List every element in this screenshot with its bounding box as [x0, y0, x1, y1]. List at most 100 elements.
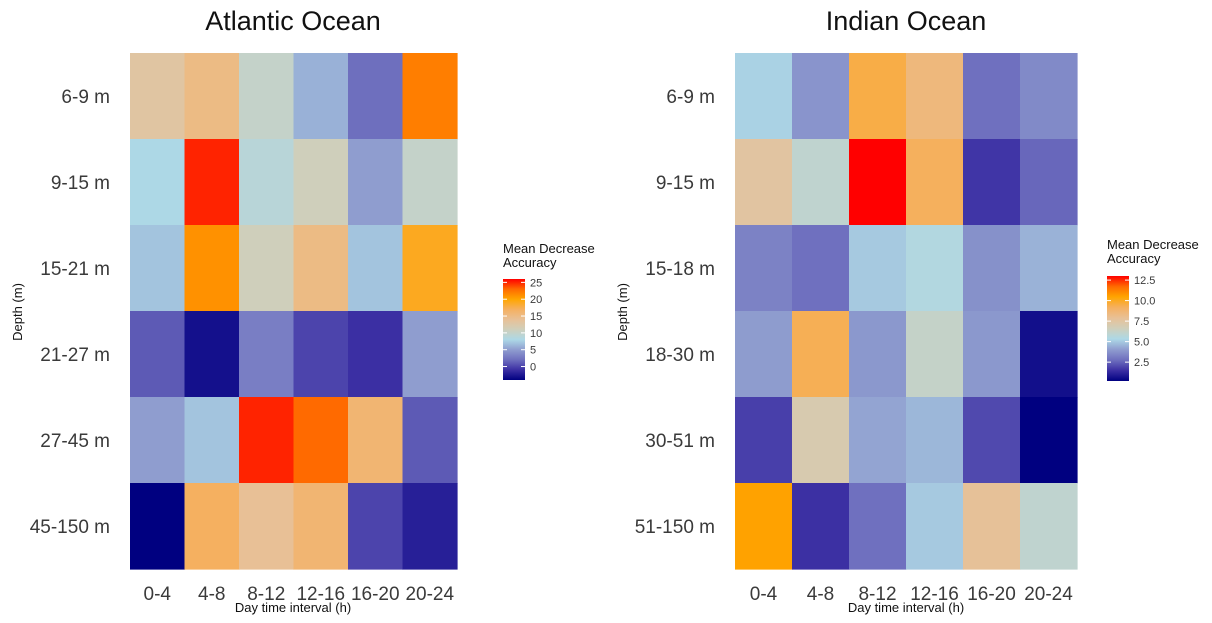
atlantic-y-tick-labels: 6-9 m 9-15 m 15-21 m 21-27 m 27-45 m 45-150 m [30, 87, 110, 538]
atlantic-x-tick-3: 12-16 [296, 584, 345, 605]
atlantic-cell-r2-c0 [130, 225, 186, 312]
indian-y-tick-2: 15-18 m [645, 259, 715, 280]
indian-cell-r2-c3 [906, 225, 964, 312]
atlantic-y-tick-3: 21-27 m [40, 345, 110, 366]
atlantic-cell-r5-c3 [293, 483, 349, 570]
indian-y-tick-4: 30-51 m [645, 431, 715, 452]
indian-y-axis-label: Depth (m) [615, 283, 630, 341]
indian-cell-r1-c1 [792, 139, 850, 226]
atlantic-legend-tick-label-0: 0 [530, 362, 536, 374]
atlantic-cell-r2-c1 [184, 225, 240, 312]
indian-cell-r3-c0 [735, 311, 793, 398]
atlantic-title: Atlantic Ocean [205, 6, 381, 36]
atlantic-x-tick-0: 0-4 [144, 584, 172, 605]
atlantic-cell-r4-c3 [293, 397, 349, 484]
indian-cell-r2-c5 [1020, 225, 1078, 312]
atlantic-y-tick-1: 9-15 m [51, 173, 110, 194]
indian-cell-r4-c4 [963, 397, 1021, 484]
atlantic-cell-r0-c1 [184, 53, 240, 140]
atlantic-cell-r2-c5 [402, 225, 458, 312]
indian-x-tick-4: 16-20 [967, 584, 1016, 605]
atlantic-y-tick-4: 27-45 m [40, 431, 110, 452]
atlantic-cell-r1-c4 [348, 139, 404, 226]
atlantic-x-tick-1: 4-8 [198, 584, 225, 605]
indian-x-axis-label: Day time interval (h) [848, 600, 964, 615]
indian-cell-r0-c5 [1020, 53, 1078, 140]
indian-legend-tick-label-2: 7.5 [1134, 316, 1149, 328]
atlantic-cell-r3-c0 [130, 311, 186, 398]
atlantic-legend-tick-label-4: 20 [530, 294, 542, 306]
indian-x-tick-1: 4-8 [807, 584, 834, 605]
atlantic-cell-r1-c5 [402, 139, 458, 226]
indian-cell-r0-c4 [963, 53, 1021, 140]
atlantic-x-axis-label: Day time interval (h) [235, 600, 351, 615]
indian-cell-r5-c3 [906, 483, 964, 570]
atlantic-cell-r0-c3 [293, 53, 349, 140]
indian-cell-r2-c4 [963, 225, 1021, 312]
atlantic-legend-title: Mean Decrease Accuracy [503, 241, 595, 270]
atlantic-cell-r0-c0 [130, 53, 186, 140]
indian-legend-colorbar [1107, 276, 1129, 381]
indian-y-tick-3: 18-30 m [645, 345, 715, 366]
atlantic-cell-r4-c0 [130, 397, 186, 484]
indian-cell-r1-c0 [735, 139, 793, 226]
atlantic-y-tick-2: 15-21 m [40, 259, 110, 280]
indian-cell-r3-c1 [792, 311, 850, 398]
atlantic-cell-r2-c2 [239, 225, 295, 312]
indian-cell-r0-c0 [735, 53, 793, 140]
atlantic-cell-r5-c1 [184, 483, 240, 570]
atlantic-cell-r1-c3 [293, 139, 349, 226]
atlantic-cell-r2-c4 [348, 225, 404, 312]
atlantic-x-tick-5: 20-24 [405, 584, 454, 605]
atlantic-x-tick-labels: 0-4 4-8 8-12 12-16 16-20 20-24 [144, 584, 455, 605]
indian-panel: Indian Ocean Depth (m) Day time interval… [615, 6, 1199, 615]
atlantic-cell-r3-c3 [293, 311, 349, 398]
indian-cell-r2-c2 [849, 225, 907, 312]
atlantic-cell-r5-c5 [402, 483, 458, 570]
indian-x-tick-5: 20-24 [1024, 584, 1073, 605]
indian-x-tick-3: 12-16 [910, 584, 959, 605]
atlantic-cell-r1-c1 [184, 139, 240, 226]
atlantic-panel: Atlantic Ocean Depth (m) Day time interv… [10, 6, 595, 615]
indian-cell-r3-c5 [1020, 311, 1078, 398]
indian-cell-r4-c5 [1020, 397, 1078, 484]
atlantic-cell-r3-c4 [348, 311, 404, 398]
indian-cell-r4-c3 [906, 397, 964, 484]
atlantic-y-tick-5: 45-150 m [30, 517, 110, 538]
atlantic-cell-r3-c5 [402, 311, 458, 398]
indian-y-tick-0: 6-9 m [666, 87, 715, 108]
indian-cell-r3-c3 [906, 311, 964, 398]
indian-legend-tick-label-1: 5.0 [1134, 337, 1149, 349]
atlantic-cell-r0-c4 [348, 53, 404, 140]
atlantic-heatmap-cells [130, 53, 458, 570]
atlantic-cell-r3-c2 [239, 311, 295, 398]
indian-legend-tick-label-3: 10.0 [1134, 296, 1155, 308]
indian-cell-r4-c2 [849, 397, 907, 484]
indian-cell-r3-c2 [849, 311, 907, 398]
indian-x-tick-labels: 0-4 4-8 8-12 12-16 16-20 20-24 [750, 584, 1073, 605]
atlantic-legend-tick-label-3: 15 [530, 311, 542, 323]
indian-cell-r5-c1 [792, 483, 850, 570]
indian-cell-r3-c4 [963, 311, 1021, 398]
indian-cell-r4-c1 [792, 397, 850, 484]
indian-x-tick-2: 8-12 [858, 584, 896, 605]
indian-cell-r1-c3 [906, 139, 964, 226]
atlantic-legend-colorbar [503, 279, 525, 380]
atlantic-cell-r2-c3 [293, 225, 349, 312]
atlantic-cell-r4-c2 [239, 397, 295, 484]
indian-y-tick-1: 9-15 m [656, 173, 715, 194]
indian-heatmap-cells [735, 53, 1078, 570]
atlantic-cell-r3-c1 [184, 311, 240, 398]
indian-cell-r0-c2 [849, 53, 907, 140]
indian-color-legend: Mean Decrease Accuracy 2.5 5.0 7.5 10.0 12.5 [1107, 237, 1199, 381]
indian-cell-r0-c3 [906, 53, 964, 140]
atlantic-x-tick-2: 8-12 [247, 584, 285, 605]
atlantic-x-tick-4: 16-20 [351, 584, 400, 605]
indian-cell-r1-c4 [963, 139, 1021, 226]
atlantic-cell-r4-c4 [348, 397, 404, 484]
indian-legend-tick-label-0: 2.5 [1134, 357, 1149, 369]
indian-legend-title: Mean Decrease Accuracy [1107, 237, 1199, 266]
atlantic-legend-ticks: 0 5 10 15 20 25 [503, 277, 542, 374]
atlantic-color-legend: Mean Decrease Accuracy 0 5 10 15 20 25 [503, 241, 595, 380]
